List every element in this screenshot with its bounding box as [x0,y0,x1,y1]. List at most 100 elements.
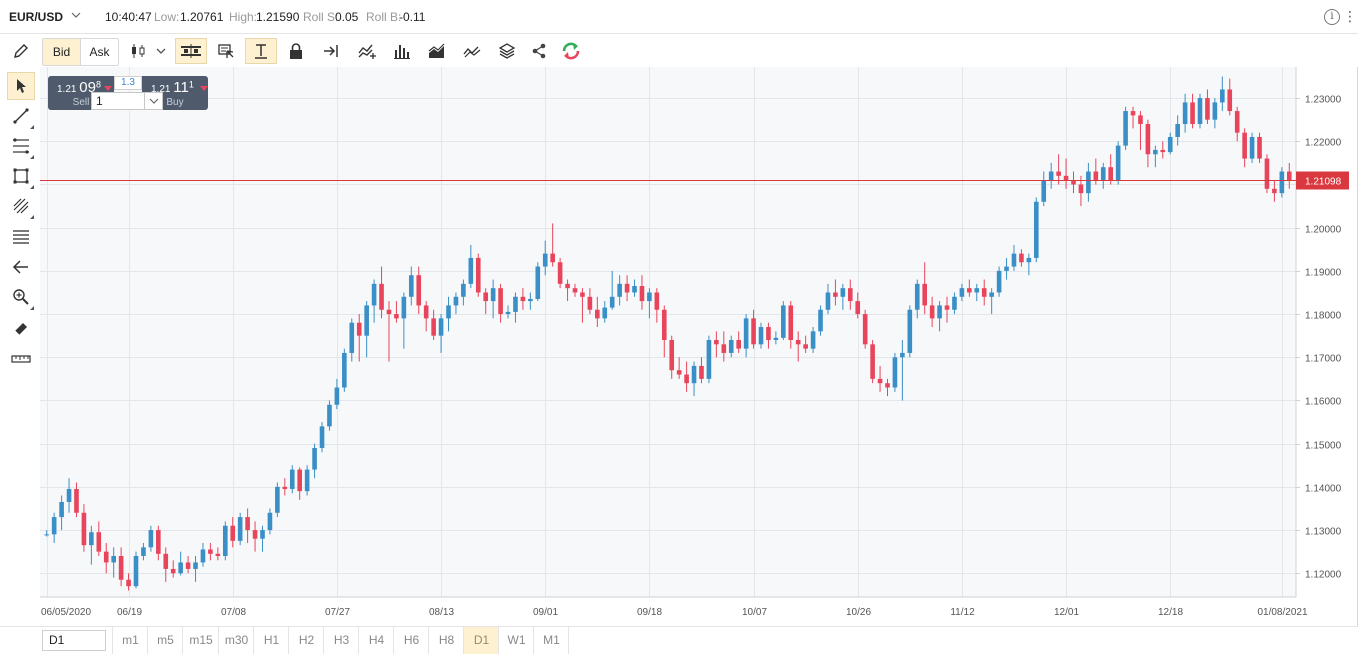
x-tick-label: 06/05/2020 [41,607,91,618]
bid-button[interactable]: Bid [43,39,80,65]
y-tick-label: 1.20000 [1305,225,1342,236]
share-icon[interactable] [526,38,552,64]
lock-icon[interactable] [283,38,309,64]
candle-up [542,253,548,267]
chevron-down-icon[interactable] [70,9,82,21]
more-options-icon[interactable]: ⋮ [1343,8,1357,24]
y-tick-label: 1.13000 [1305,527,1342,538]
jump-to-end-icon[interactable] [318,38,344,64]
candle-down [1272,188,1277,194]
bid-ask-toggle: Bid Ask [42,38,119,66]
candle-down [282,486,288,490]
candle-down [1130,111,1136,116]
candle-up [490,288,496,302]
brush-icon[interactable] [7,192,35,220]
timeframe-H2[interactable]: H2 [288,627,324,654]
refresh-icon[interactable] [558,38,584,64]
ruler-icon[interactable] [7,345,35,373]
timeframe-m1[interactable]: m1 [112,627,148,654]
candle-up [148,530,154,548]
candle-down [163,553,169,569]
cursor-text-icon[interactable] [245,38,277,64]
buy-price: 1.21 111 [151,79,194,96]
chevron-down-icon[interactable] [151,38,171,64]
candle-down [684,374,689,384]
quantity-dropdown-icon[interactable] [144,92,163,110]
one-click-trade-widget: 1.21 098 Sell 1.21 111 Buy 1.3 1 [48,76,214,112]
candlestick-icon[interactable] [125,38,151,64]
candle-down [245,517,250,531]
timeframe-H6[interactable]: H6 [393,627,429,654]
candle-up [989,292,994,297]
timeframe-H1[interactable]: H1 [253,627,289,654]
compare-icon[interactable] [459,38,485,64]
candle-down [803,344,808,349]
candle-up [892,357,898,388]
candle-up [408,275,414,297]
timeframe-H3[interactable]: H3 [323,627,359,654]
x-tick-label: 08/13 [429,607,454,618]
add-indicator-icon[interactable] [354,38,380,64]
timeframe-m15[interactable]: m15 [182,627,219,654]
candle-up [914,283,920,310]
fibonacci-icon[interactable] [7,132,35,160]
candle-up [1011,253,1017,267]
candle-down [297,469,303,492]
high-label: High: [229,10,258,24]
candle-down [981,288,987,297]
candle-down [252,530,258,539]
rectangle-icon[interactable] [7,162,35,190]
candle-up [1048,171,1054,181]
y-tick-label: 1.23000 [1305,95,1342,106]
candle-up [818,309,823,332]
candle-up [974,288,980,293]
clock-time: 10:40:47 [105,10,152,24]
x-tick-label: 06/19 [117,607,142,618]
price-chart[interactable]: 1.230001.220001.210001.200001.190001.180… [40,67,1358,627]
candle-up [237,517,243,541]
y-tick-label: 1.22000 [1305,138,1342,149]
timeframe-select[interactable]: D1 [42,630,106,651]
timeframe-m5[interactable]: m5 [147,627,183,654]
candle-up [349,322,355,353]
layers-icon[interactable] [494,38,520,64]
horizontal-lines-icon[interactable] [7,222,35,250]
volume-bars-icon[interactable] [389,38,415,64]
plot-area[interactable] [40,67,1296,597]
zoom-icon[interactable] [7,283,35,311]
x-tick-label: 07/08 [221,607,246,618]
candle-up [691,365,697,384]
area-chart-icon[interactable] [424,38,450,64]
timeframe-W1[interactable]: W1 [498,627,534,654]
candle-down [550,253,555,263]
timeframe-m30[interactable]: m30 [218,627,254,654]
buy-label: Buy [166,97,184,108]
candle-down [386,309,392,315]
candle-up [781,305,786,338]
pencil-icon[interactable] [8,38,34,64]
candle-up [505,311,511,315]
back-arrow-icon[interactable] [7,253,35,281]
quantity-input[interactable]: 1 [91,92,163,110]
eraser-icon[interactable] [7,314,35,342]
current-price-label: 1.21098 [1305,177,1342,188]
timeframe-bar-end [568,627,569,654]
symbol-name[interactable]: EUR/USD [9,10,64,24]
crosshair-select-icon[interactable] [213,38,239,64]
candle-up [178,562,183,574]
candle-up [1033,201,1039,258]
candle-down [423,305,429,319]
pointer-icon[interactable] [7,72,35,100]
roll-s-value: 0.05 [335,10,359,24]
candle-down [624,283,630,293]
bar-layout-icon[interactable] [175,38,207,64]
ask-button[interactable]: Ask [89,45,110,59]
info-icon[interactable]: i [1324,9,1340,25]
timeframe-H8[interactable]: H8 [428,627,464,654]
timeframe-D1[interactable]: D1 [463,627,499,654]
x-tick-label: 12/01 [1054,607,1079,618]
candle-up [758,327,764,345]
timeframe-M1[interactable]: M1 [533,627,569,654]
trend-line-icon[interactable] [7,102,35,130]
timeframe-H4[interactable]: H4 [358,627,394,654]
